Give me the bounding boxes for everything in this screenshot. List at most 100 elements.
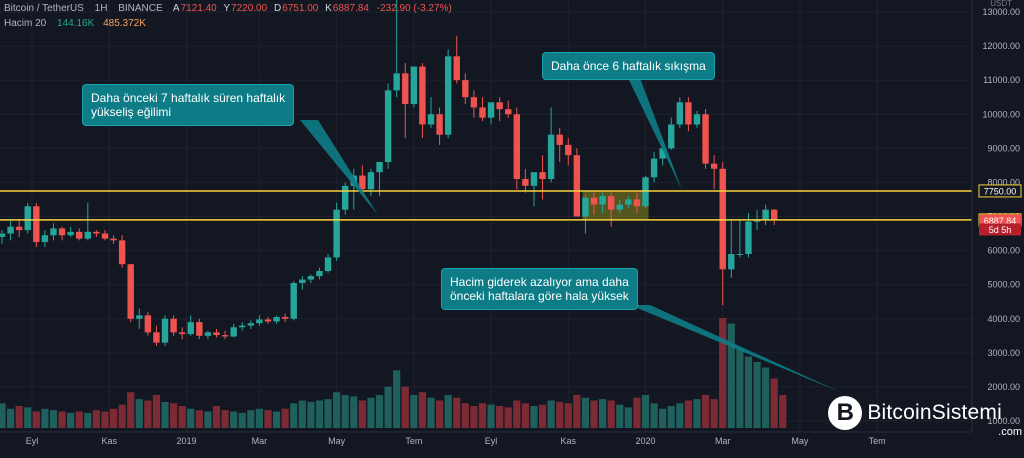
volume-bar xyxy=(779,395,787,428)
volume-bar xyxy=(32,411,40,428)
candle xyxy=(736,219,744,258)
candle xyxy=(153,325,160,347)
annotation-uptrend-line-1: Daha önceki 7 haftalık süren haftalık xyxy=(91,91,286,105)
candle xyxy=(668,117,675,151)
time-tick-label: 2019 xyxy=(176,436,196,446)
volume-bar xyxy=(230,411,238,428)
candle-series xyxy=(0,0,778,347)
candle xyxy=(599,192,606,214)
candle-body xyxy=(556,134,563,145)
candle-body xyxy=(393,73,400,91)
price-tag: 5d 5h xyxy=(979,223,1021,236)
annotation-uptrend[interactable]: Daha önceki 7 haftalık süren haftalık yü… xyxy=(82,84,295,126)
volume-bar xyxy=(24,407,32,428)
volume-bar xyxy=(641,395,650,428)
candle-body xyxy=(50,228,57,236)
candle-body xyxy=(410,66,418,105)
volume-bar xyxy=(101,411,109,428)
candle xyxy=(470,90,478,118)
volume-bar xyxy=(127,392,135,428)
candle xyxy=(196,318,203,340)
ohlc-close-key: K xyxy=(325,3,332,14)
candle xyxy=(693,110,701,128)
brand-name: BitcoinSistemi xyxy=(867,401,1002,424)
candle-body xyxy=(427,114,435,125)
volume-bar xyxy=(736,348,744,428)
candle-body xyxy=(513,114,520,180)
candle xyxy=(419,63,426,139)
candle xyxy=(324,253,332,273)
annotation-volume-line-1: Hacim giderek azalıyor ama daha xyxy=(450,275,629,289)
candle-body xyxy=(144,315,152,333)
candle xyxy=(110,235,117,244)
volume-bar xyxy=(418,392,427,428)
pointer-uptrend xyxy=(300,120,378,215)
candle xyxy=(33,202,40,248)
volume-bar xyxy=(187,408,195,428)
volume-bar xyxy=(264,410,272,428)
candle xyxy=(410,66,418,108)
candle-body xyxy=(136,315,143,319)
candle xyxy=(633,192,641,214)
ohlc-open-key: A xyxy=(172,3,180,14)
time-tick-label: May xyxy=(328,436,346,446)
candle xyxy=(316,267,323,280)
volume-bar xyxy=(281,408,289,428)
candle xyxy=(590,192,598,215)
annotation-volume[interactable]: Hacim giderek azalıyor ama daha önceki h… xyxy=(441,268,638,310)
volume-bar xyxy=(135,399,143,428)
volume-bar xyxy=(238,412,246,428)
candle xyxy=(187,315,194,336)
volume-value-ma: 485.372K xyxy=(103,18,146,29)
candle xyxy=(161,315,169,347)
volume-bar xyxy=(272,411,281,428)
volume-bar xyxy=(255,408,263,428)
candle xyxy=(685,97,692,132)
volume-bar xyxy=(144,400,152,428)
candle xyxy=(50,223,57,241)
volume-label: Hacim 20 xyxy=(4,18,47,29)
annotation-consolidation-line-1: Daha önce 6 haftalık sıkışma xyxy=(551,59,706,73)
candle xyxy=(384,83,392,169)
candle xyxy=(444,49,452,139)
candle-body xyxy=(256,319,263,324)
candle xyxy=(728,219,735,278)
volume-bar xyxy=(521,403,529,428)
volume-bar xyxy=(92,410,100,428)
candle-body xyxy=(316,271,323,277)
candle-body xyxy=(33,206,40,243)
annotation-consolidation[interactable]: Daha önce 6 haftalık sıkışma xyxy=(542,52,715,80)
volume-bar xyxy=(530,406,538,428)
candle-body xyxy=(161,318,169,343)
candle xyxy=(281,313,289,323)
candle-body xyxy=(58,228,66,236)
candle-body xyxy=(67,231,74,236)
volume-bar xyxy=(15,406,23,428)
volume-bar xyxy=(770,378,778,428)
candle xyxy=(710,155,718,190)
candle-body xyxy=(333,209,340,258)
candle-body xyxy=(359,175,366,190)
volume-bar xyxy=(581,397,590,428)
volume-bar xyxy=(170,403,178,428)
volume-bar xyxy=(719,318,727,428)
price-tag-text: 7750.00 xyxy=(984,186,1017,196)
volume-bar xyxy=(427,397,435,428)
candle-body xyxy=(384,90,392,162)
candle-body xyxy=(367,172,375,190)
time-tick-label: Tem xyxy=(405,436,422,446)
candle xyxy=(505,100,512,118)
candle-body xyxy=(719,168,726,270)
candle xyxy=(93,230,100,237)
volume-bar xyxy=(478,403,487,428)
candle xyxy=(359,165,366,193)
candle xyxy=(530,172,538,207)
candle-body xyxy=(324,257,332,272)
ohlc-high-value: 7220.00 xyxy=(231,3,268,14)
price-tag: 7750.00 xyxy=(978,184,1022,198)
candle xyxy=(58,226,66,241)
volume-bar xyxy=(547,400,555,428)
brand-suffix: .com xyxy=(998,426,1022,438)
